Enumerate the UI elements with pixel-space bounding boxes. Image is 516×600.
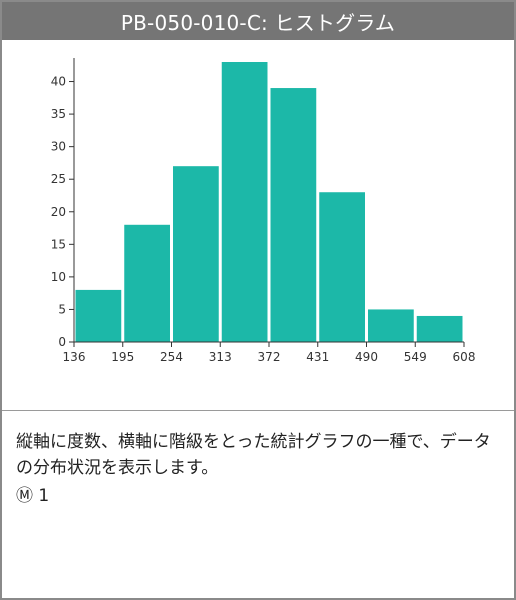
description-panel: 縦軸に度数、横軸に階級をとった統計グラフの一種で、データの分布状況を表示します。… [2,411,514,509]
histogram-bar [173,166,219,342]
x-tick-label: 195 [111,350,134,364]
x-tick-label: 431 [306,350,329,364]
x-tick-label: 490 [355,350,378,364]
y-tick-label: 30 [51,140,66,154]
histogram-chart-area: 0 5 10 15 20 25 30 35 40 136 195 254 313 372 431 490 549… [2,40,514,411]
histogram-bar [416,315,463,342]
y-tick-label: 10 [51,270,66,284]
x-tick-label: 608 [453,350,476,364]
meta-line: Ⓜ 1 [16,483,500,509]
meta-value: 1 [38,486,50,506]
x-tick-label: 372 [258,350,281,364]
y-tick-label: 35 [51,107,66,121]
histogram-bar [368,309,414,342]
card-title: PB-050-010-C: ヒストグラム [2,2,514,40]
x-tick-label: 254 [160,350,183,364]
y-tick-label: 25 [51,172,66,186]
histogram-bar [221,62,268,342]
y-tick-label: 15 [51,237,66,251]
y-tick-label: 40 [51,75,66,89]
y-tick-label: 5 [58,302,66,316]
y-tick-label: 0 [58,335,66,349]
x-tick-label: 313 [209,350,232,364]
x-tick-label: 549 [404,350,427,364]
histogram-bar [319,192,365,342]
description-text: 縦軸に度数、横軸に階級をとった統計グラフの一種で、データの分布状況を表示します。 [16,432,491,478]
histogram-bar [270,88,317,342]
histogram-bar [75,289,122,342]
x-tick-label: 136 [63,350,86,364]
histogram-chart: 0 5 10 15 20 25 30 35 40 136 195 254 313 372 431 490 549… [51,58,476,364]
histogram-bar [124,224,170,342]
y-tick-label: 20 [51,205,66,219]
circled-m-icon: Ⓜ [16,486,33,506]
